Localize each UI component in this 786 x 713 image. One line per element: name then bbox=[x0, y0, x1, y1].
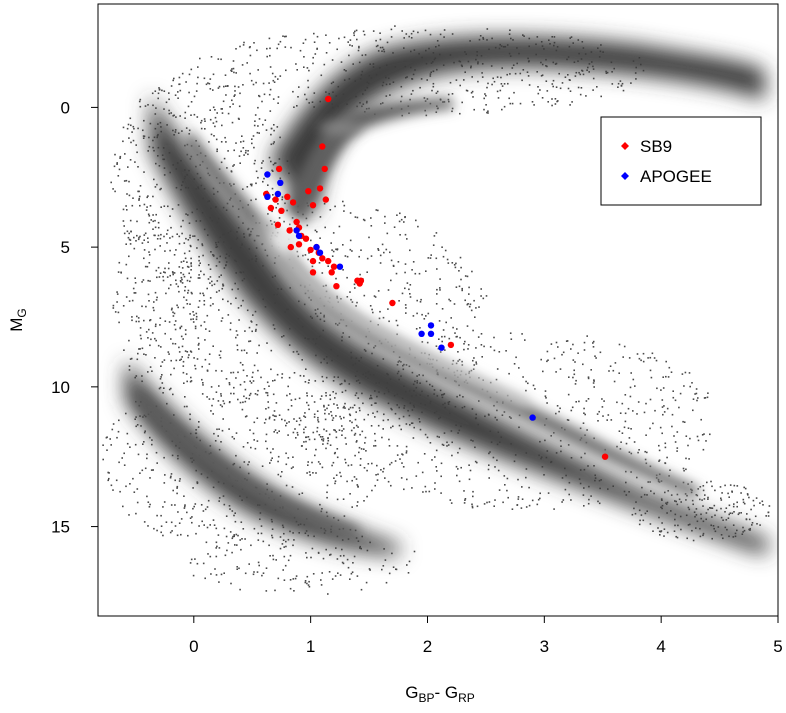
x-tick-label: 2 bbox=[423, 637, 432, 656]
y-axis-title: MG bbox=[7, 308, 29, 332]
series-apogee bbox=[264, 171, 536, 421]
data-point-apogee bbox=[427, 330, 435, 337]
data-point-sb9 bbox=[287, 243, 294, 251]
data-point-sb9 bbox=[309, 257, 317, 265]
data-point-apogee bbox=[418, 330, 425, 337]
data-point-sb9 bbox=[309, 269, 317, 276]
y-tick-label: 10 bbox=[51, 378, 70, 397]
data-point-sb9 bbox=[275, 165, 283, 173]
legend-items: SB9 APOGEE bbox=[621, 137, 712, 186]
data-point-sb9 bbox=[316, 185, 324, 192]
data-point-sb9 bbox=[447, 341, 455, 349]
x-tick-label: 4 bbox=[656, 637, 665, 656]
data-point-sb9 bbox=[330, 263, 338, 270]
data-point-sb9 bbox=[328, 269, 335, 276]
data-point-sb9 bbox=[267, 204, 275, 212]
x-tick-label: 5 bbox=[773, 637, 782, 656]
x-tick-label: 1 bbox=[306, 637, 315, 656]
density-background bbox=[102, 25, 771, 595]
density-core bbox=[136, 98, 700, 536]
data-point-sb9 bbox=[307, 246, 314, 254]
data-point-sb9 bbox=[322, 196, 329, 203]
x-tick-label: 0 bbox=[189, 637, 198, 656]
data-point-sb9 bbox=[289, 199, 297, 206]
data-point-sb9 bbox=[325, 257, 332, 265]
data-point-sb9 bbox=[293, 218, 300, 226]
x-axis: 0 1 2 3 4 5 bbox=[189, 616, 783, 656]
data-point-sb9 bbox=[295, 241, 303, 248]
data-point-apogee bbox=[264, 193, 271, 200]
data-point-apogee bbox=[277, 179, 284, 186]
data-point-sb9 bbox=[278, 207, 285, 214]
plot-frame bbox=[97, 3, 779, 617]
legend-box bbox=[600, 116, 762, 206]
data-point-sb9 bbox=[601, 453, 609, 460]
data-point-apogee bbox=[336, 263, 344, 270]
data-point-apogee bbox=[316, 249, 324, 256]
density-halo bbox=[125, 36, 770, 555]
data-point-sb9 bbox=[325, 95, 332, 103]
data-point-sb9 bbox=[284, 193, 291, 200]
data-point-sb9 bbox=[333, 283, 340, 290]
data-point-sb9 bbox=[321, 165, 328, 173]
data-point-sb9 bbox=[274, 221, 282, 228]
data-point-apogee bbox=[274, 190, 282, 198]
data-point-apogee bbox=[264, 171, 271, 178]
series-layer bbox=[263, 95, 609, 460]
x-axis-title: GBP- GRP bbox=[405, 683, 475, 705]
data-point-apogee bbox=[313, 243, 320, 251]
data-point-apogee bbox=[529, 414, 536, 421]
data-point-sb9 bbox=[305, 188, 312, 195]
data-point-sb9 bbox=[302, 235, 310, 242]
data-point-apogee bbox=[427, 322, 435, 329]
data-point-apogee bbox=[293, 227, 300, 234]
legend-label-sb9: SB9 bbox=[640, 137, 672, 156]
x-tick-label: 3 bbox=[540, 637, 549, 656]
y-tick-label: 0 bbox=[61, 98, 70, 117]
data-point-sb9 bbox=[272, 196, 279, 203]
data-point-apogee bbox=[438, 344, 445, 351]
data-point-apogee bbox=[295, 232, 303, 240]
legend-label-apogee: APOGEE bbox=[640, 167, 712, 186]
data-point-sb9 bbox=[389, 299, 396, 307]
y-tick-label: 5 bbox=[61, 238, 70, 257]
legend-marker-sb9 bbox=[621, 142, 629, 150]
y-axis: 0 5 10 15 bbox=[51, 98, 98, 537]
data-point-sb9 bbox=[319, 143, 326, 150]
legend-marker-apogee bbox=[621, 172, 629, 180]
data-point-sb9 bbox=[357, 277, 365, 284]
data-point-sb9 bbox=[319, 255, 326, 262]
y-tick-label: 15 bbox=[51, 518, 70, 537]
data-point-sb9 bbox=[286, 227, 293, 234]
legend: SB9 APOGEE bbox=[600, 116, 762, 206]
data-point-sb9 bbox=[309, 202, 317, 209]
